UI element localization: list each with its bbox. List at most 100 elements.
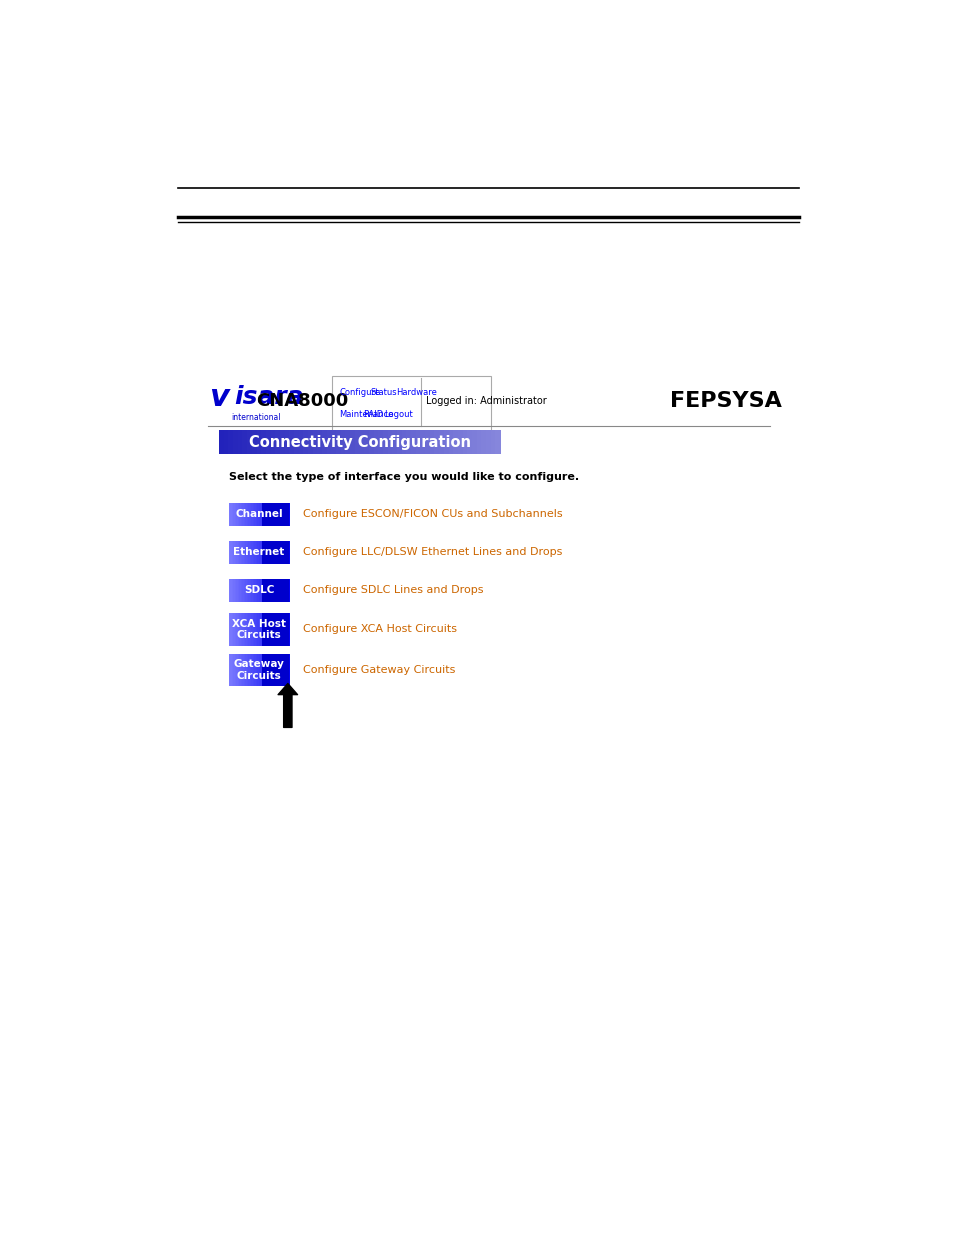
Bar [242, 541, 244, 563]
Bar [253, 541, 254, 563]
Bar [281, 541, 283, 563]
Bar [271, 579, 273, 601]
Text: v: v [209, 383, 229, 411]
Bar [453, 430, 458, 454]
Bar [277, 614, 279, 646]
Bar [228, 430, 233, 454]
Bar [265, 614, 267, 646]
Bar [262, 614, 289, 646]
Bar [369, 430, 374, 454]
Bar [258, 614, 260, 646]
Bar [234, 614, 236, 646]
Text: Gateway
Circuits: Gateway Circuits [233, 659, 284, 680]
Bar [274, 541, 275, 563]
Bar [429, 430, 435, 454]
Bar [263, 579, 265, 601]
Bar [416, 430, 420, 454]
Bar [382, 430, 388, 454]
FancyArrowPatch shape [278, 683, 297, 727]
Bar [242, 503, 244, 526]
Bar [247, 503, 249, 526]
Bar [327, 430, 332, 454]
Bar [448, 430, 454, 454]
Bar [275, 579, 277, 601]
Bar [284, 503, 286, 526]
Bar [245, 655, 247, 687]
Text: Ethernet: Ethernet [233, 547, 284, 557]
Bar [485, 430, 491, 454]
Text: SDLC: SDLC [244, 585, 274, 595]
Bar [260, 503, 262, 526]
Bar [252, 579, 253, 601]
Bar [266, 655, 268, 687]
Bar [275, 655, 277, 687]
Bar [288, 614, 290, 646]
Bar [237, 430, 243, 454]
Bar [265, 503, 267, 526]
Bar [273, 655, 274, 687]
Bar [273, 579, 274, 601]
Bar [275, 614, 277, 646]
Bar [268, 579, 270, 601]
Bar [387, 430, 393, 454]
Bar [266, 541, 268, 563]
Bar [277, 579, 279, 601]
Bar [294, 430, 299, 454]
Bar [256, 430, 262, 454]
Bar [247, 430, 253, 454]
Bar [355, 430, 360, 454]
Bar [278, 503, 280, 526]
Bar [250, 541, 252, 563]
Bar [345, 430, 351, 454]
Bar [230, 655, 232, 687]
Bar [271, 503, 273, 526]
Bar [480, 430, 486, 454]
Bar [229, 614, 231, 646]
Bar [401, 430, 407, 454]
Bar [258, 655, 260, 687]
Bar [425, 430, 430, 454]
Bar [278, 655, 280, 687]
Bar [262, 655, 289, 687]
Bar [274, 579, 275, 601]
Text: international: international [232, 412, 281, 422]
Text: Logged in: Administrator: Logged in: Administrator [426, 396, 546, 406]
Bar [245, 614, 247, 646]
Bar [411, 430, 416, 454]
Bar [248, 579, 250, 601]
Bar [284, 430, 290, 454]
Bar [244, 655, 246, 687]
Bar [281, 614, 283, 646]
Text: Configure Gateway Circuits: Configure Gateway Circuits [302, 666, 455, 676]
Bar [260, 614, 262, 646]
Bar [286, 655, 288, 687]
Bar [457, 430, 463, 454]
Bar [257, 655, 259, 687]
Bar [359, 430, 365, 454]
Bar [247, 579, 249, 601]
Bar [374, 430, 378, 454]
Bar [240, 503, 242, 526]
Bar [254, 503, 256, 526]
Bar [253, 655, 254, 687]
Bar [284, 614, 286, 646]
Bar [254, 655, 256, 687]
Bar [237, 503, 239, 526]
Bar [233, 503, 234, 526]
Bar [281, 655, 283, 687]
Bar [335, 430, 341, 454]
Bar [283, 541, 285, 563]
Bar [289, 430, 294, 454]
Bar [242, 430, 248, 454]
Text: Status: Status [370, 388, 396, 398]
Bar [229, 655, 231, 687]
Bar [239, 541, 241, 563]
Bar [392, 430, 397, 454]
Bar [281, 579, 283, 601]
Bar [229, 579, 231, 601]
Bar [273, 541, 274, 563]
Bar [266, 579, 268, 601]
Bar [230, 579, 232, 601]
Bar [280, 579, 282, 601]
Bar [284, 655, 286, 687]
